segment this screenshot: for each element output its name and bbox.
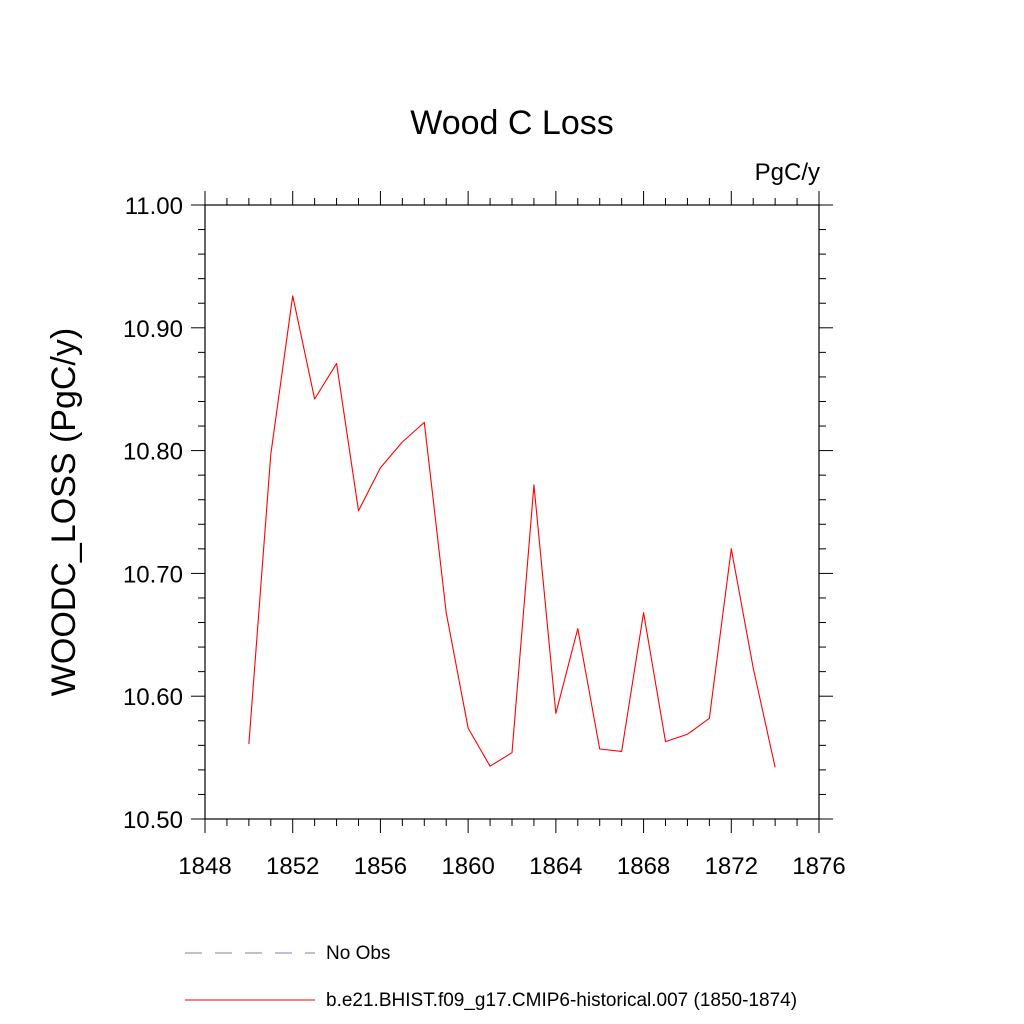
series-line (248, 295, 776, 768)
y-tick-label: 10.80 (123, 439, 183, 466)
x-tick-label: 1856 (354, 853, 407, 880)
ticks (191, 191, 833, 833)
y-tick-label: 10.70 (123, 561, 183, 588)
chart-title: Wood C Loss (410, 104, 613, 142)
y-tick-label: 10.50 (123, 807, 183, 834)
legend-label-no-obs: No Obs (326, 943, 390, 964)
y-axis-label: WOODC_LOSS (PgC/y) (45, 328, 83, 696)
tick-labels: 1848 1852 1856 1860 1864 1868 1872 1876 10.50 10.… (123, 193, 846, 880)
legend-label-historical: b.e21.BHIST.f09_g17.CMIP6-historical.007… (326, 990, 797, 1011)
y-tick-label: 11.00 (125, 193, 183, 220)
legend: No Obs b.e21.BHIST.f09_g17.CMIP6-histori… (185, 943, 797, 1011)
x-tick-label: 1860 (441, 853, 494, 880)
x-tick-label: 1848 (178, 853, 231, 880)
units-label: PgC/y (755, 159, 820, 186)
y-tick-label: 10.90 (123, 316, 183, 343)
x-tick-label: 1864 (529, 853, 582, 880)
x-tick-label: 1852 (266, 853, 319, 880)
x-tick-label: 1876 (792, 853, 845, 880)
x-tick-label: 1868 (617, 853, 670, 880)
plot-frame (204, 204, 820, 820)
x-tick-label: 1872 (705, 853, 758, 880)
y-tick-label: 10.60 (123, 684, 183, 711)
